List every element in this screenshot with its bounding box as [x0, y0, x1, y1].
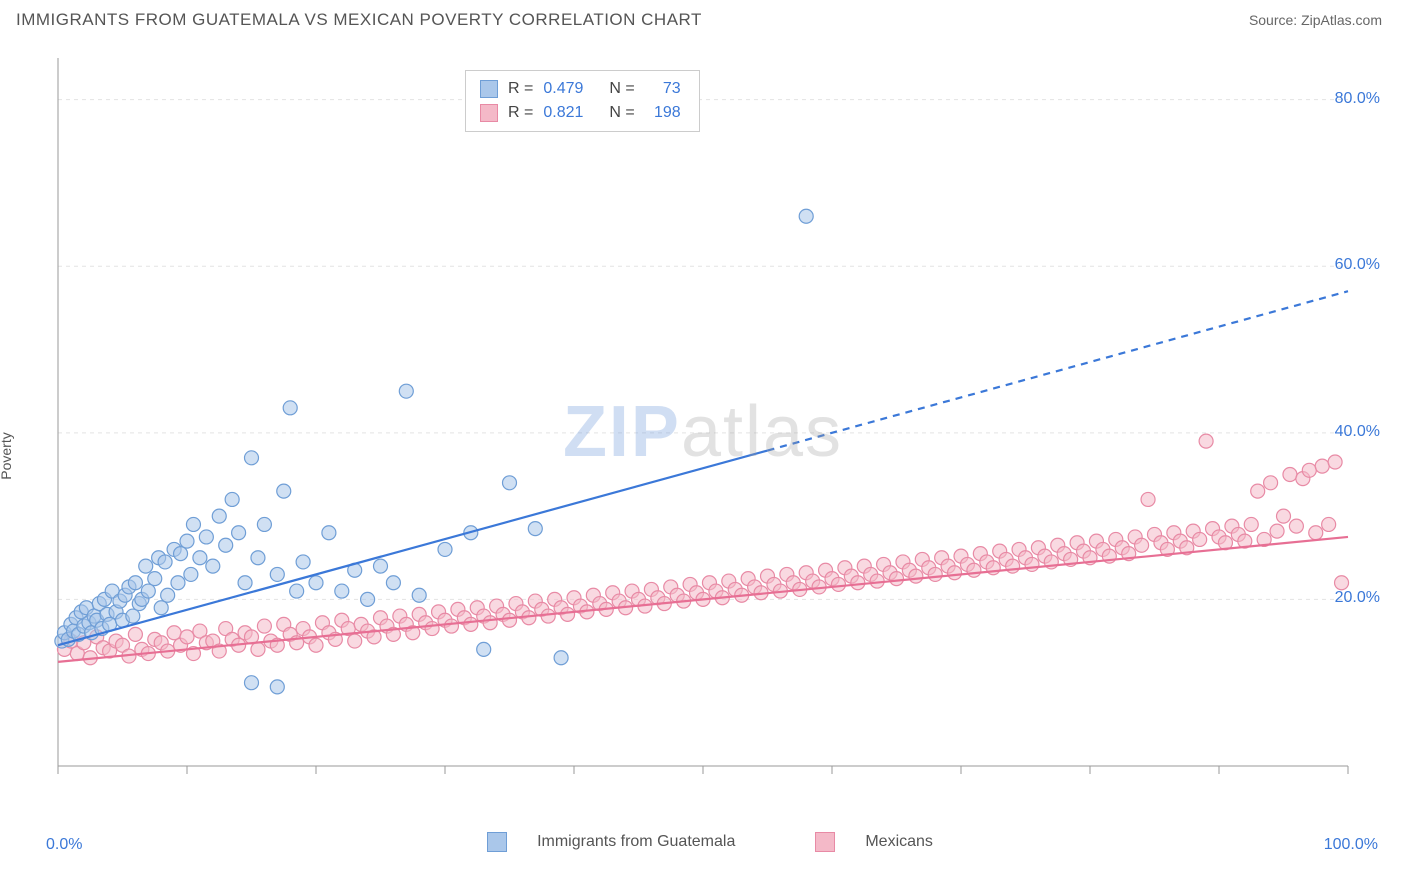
n-label: N = [609, 77, 634, 101]
y-axis-tick-label: 60.0% [1335, 256, 1380, 274]
n-label: N = [609, 101, 634, 125]
y-axis-label: Poverty [0, 432, 14, 479]
n-value-mexicans: 198 [645, 101, 681, 125]
correlation-row-mexicans: R = 0.821 N = 198 [480, 101, 681, 125]
chart-title: IMMIGRANTS FROM GUATEMALA VS MEXICAN POV… [16, 10, 702, 30]
correlation-legend: R = 0.479 N = 73 R = 0.821 N = 198 [465, 70, 700, 132]
legend-label-mexicans: Mexicans [865, 833, 933, 851]
swatch-mexicans-icon [480, 104, 498, 122]
y-axis-tick-label: 20.0% [1335, 589, 1380, 607]
chart-header: IMMIGRANTS FROM GUATEMALA VS MEXICAN POV… [0, 0, 1406, 38]
legend-label-guatemala: Immigrants from Guatemala [537, 833, 735, 851]
series-legend: Immigrants from Guatemala Mexicans [40, 832, 1380, 852]
swatch-mexicans-icon [815, 832, 835, 852]
r-label: R = [508, 101, 533, 125]
r-label: R = [508, 77, 533, 101]
y-axis-tick-label: 80.0% [1335, 90, 1380, 108]
source-attribution: Source: ZipAtlas.com [1249, 12, 1382, 28]
y-axis-tick-label: 40.0% [1335, 423, 1380, 441]
r-value-guatemala: 0.479 [543, 77, 599, 101]
swatch-guatemala-icon [487, 832, 507, 852]
source-prefix: Source: [1249, 12, 1301, 28]
correlation-row-guatemala: R = 0.479 N = 73 [480, 77, 681, 101]
n-value-guatemala: 73 [645, 77, 681, 101]
r-value-mexicans: 0.821 [543, 101, 599, 125]
scatter-chart [40, 38, 1380, 808]
source-link[interactable]: ZipAtlas.com [1301, 12, 1382, 28]
chart-container: Poverty ZIPatlas R = 0.479 N = 73 R = 0.… [0, 38, 1406, 858]
swatch-guatemala-icon [480, 80, 498, 98]
